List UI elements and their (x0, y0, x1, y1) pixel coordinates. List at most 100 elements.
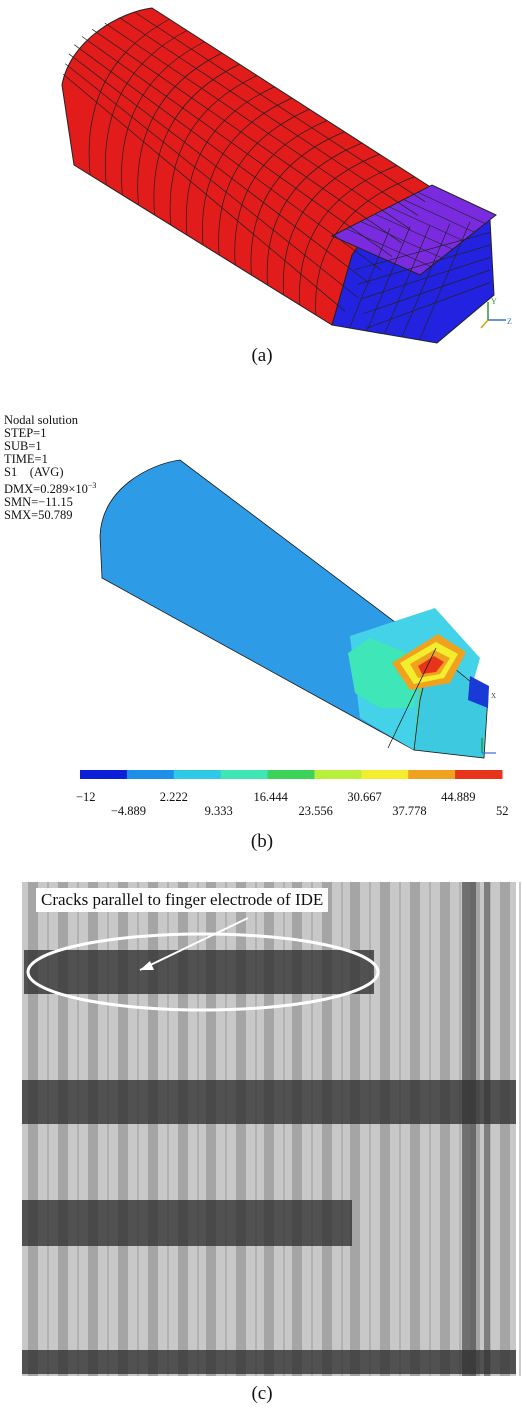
info-dmx: DMX=0.289×10−3 (4, 481, 97, 497)
electrode-stripe (350, 882, 360, 1376)
colorbar-label-upper: 44.889 (441, 790, 476, 804)
electrode-stripe (236, 882, 246, 1376)
caption-a: (a) (251, 345, 273, 366)
mesh-long-line (92, 29, 402, 244)
annotation-arrowhead (140, 961, 154, 970)
electrode-stripe (500, 882, 510, 1376)
electrode-stripe (292, 882, 302, 1376)
info-title: Nodal solution (4, 413, 78, 427)
figure-b-stress-contour: Nodal solution STEP=1 SUB=1 TIME=1 S1 (A… (0, 408, 522, 858)
crack-band (24, 950, 374, 994)
info-s1: S1 (AVG) (4, 465, 64, 479)
colorbar-label-lower: 52 (496, 804, 509, 818)
electrode-stripe (410, 882, 420, 1376)
mesh-long-line (81, 36, 393, 257)
mesh-end-line (384, 224, 431, 335)
mesh-top-line (374, 213, 453, 250)
mesh-end-line (366, 226, 411, 332)
mesh-ring-line (234, 120, 328, 266)
crack-bands (22, 950, 516, 1374)
mesh-top-line (389, 206, 464, 241)
annotation-arrow (139, 917, 249, 971)
mesh-long-line (135, 12, 426, 202)
contour-model-graphic: X (99, 459, 496, 759)
electrode-stripe (380, 882, 390, 1376)
mesh-ring-line (88, 18, 170, 176)
mesh-model-graphic: Y Z (61, 7, 512, 344)
electrode-stripe (58, 882, 68, 1376)
colorbar-segment (126, 770, 175, 779)
colorbar-segment (173, 770, 222, 779)
figure-c-crack-micrograph: Cracks parallel to finger electrode of I… (0, 880, 522, 1419)
colorbar-segment (267, 770, 315, 779)
mesh-ring-line (218, 108, 310, 256)
colorbar-label-lower: 23.556 (298, 804, 333, 818)
contour-zone-green (348, 638, 420, 708)
colorbar (80, 770, 503, 779)
mesh-end-line (366, 282, 491, 329)
axis-z-label: Z (507, 317, 512, 326)
mesh-ring-line (169, 75, 258, 226)
colorbar-label-upper: 2.222 (159, 790, 188, 804)
info-smn: SMN=−11.15 (4, 495, 73, 510)
mesh-ring-line (282, 153, 380, 296)
mesh-ring-line (250, 131, 345, 276)
colorbar-segment (314, 770, 362, 779)
mesh-end-line (401, 223, 451, 338)
axis-triad-icon: Y Z (480, 297, 512, 329)
caption-c: (c) (251, 1383, 273, 1404)
crack-band (22, 1080, 516, 1124)
electrode-stripe (264, 882, 274, 1376)
electrode-stripe (322, 882, 332, 1376)
micrograph-image (22, 882, 521, 1376)
electrode-stripe-dark (462, 882, 476, 1376)
colorbar-segment (220, 770, 269, 779)
electrode-stripe (118, 882, 128, 1376)
mesh-lines (63, 12, 491, 341)
info-step: STEP=1 (4, 426, 47, 440)
info-sub: SUB=1 (4, 439, 42, 453)
mesh-long-line (74, 44, 382, 271)
mesh-long-line (104, 22, 411, 230)
mesh-ring-line (315, 176, 415, 316)
electrode-stripe (206, 882, 216, 1376)
info-smx: SMX=50.789 (4, 508, 73, 523)
colorbar-label-upper: 16.444 (253, 790, 288, 804)
caption-b: (b) (250, 831, 274, 852)
mesh-ring-line (121, 41, 205, 196)
mesh-top-line (346, 228, 431, 267)
mesh-ring-line (185, 86, 275, 236)
electrode-stripe (178, 882, 188, 1376)
mesh-end-line (360, 257, 491, 300)
mesh-end-line (419, 221, 471, 341)
electrode-stripes (28, 882, 521, 1376)
colorbar-label-upper: −12 (76, 790, 96, 804)
mesh-top-line (403, 199, 475, 233)
colorbar-label-lower: 9.333 (204, 804, 233, 818)
mesh-ring-line (266, 142, 363, 286)
crack-annotation-label: Cracks parallel to finger electrode of I… (36, 888, 329, 912)
mesh-ring-line (153, 63, 240, 216)
solution-info-block: Nodal solution STEP=1 SUB=1 TIME=1 S1 (A… (4, 414, 96, 522)
figure-a-mesh-model: Y Z (a) (0, 0, 522, 380)
axis-y-label: Y (491, 297, 497, 306)
mesh-ring-line (105, 30, 188, 186)
mesh-long-line (63, 73, 346, 312)
side-axis-label: X (491, 692, 496, 700)
crack-band (22, 1200, 352, 1246)
mesh-long-line (65, 63, 359, 298)
mesh-long-line (68, 53, 371, 285)
axis-triad-icon-b (481, 738, 496, 754)
colorbar-segment (80, 770, 128, 779)
colorbar-label-upper: 30.667 (347, 790, 382, 804)
mesh-top-line (360, 221, 442, 259)
electrode-stripe (440, 882, 450, 1376)
mesh-ring-line (299, 165, 398, 306)
info-time: TIME=1 (4, 452, 48, 466)
mesh-long-line (119, 17, 419, 216)
mesh-top-line (417, 192, 486, 224)
mesh-end-line (357, 244, 491, 285)
colorbar-segment (361, 770, 409, 779)
mesh-end-line (363, 269, 491, 314)
crack-highlight-ellipse (26, 932, 380, 1012)
